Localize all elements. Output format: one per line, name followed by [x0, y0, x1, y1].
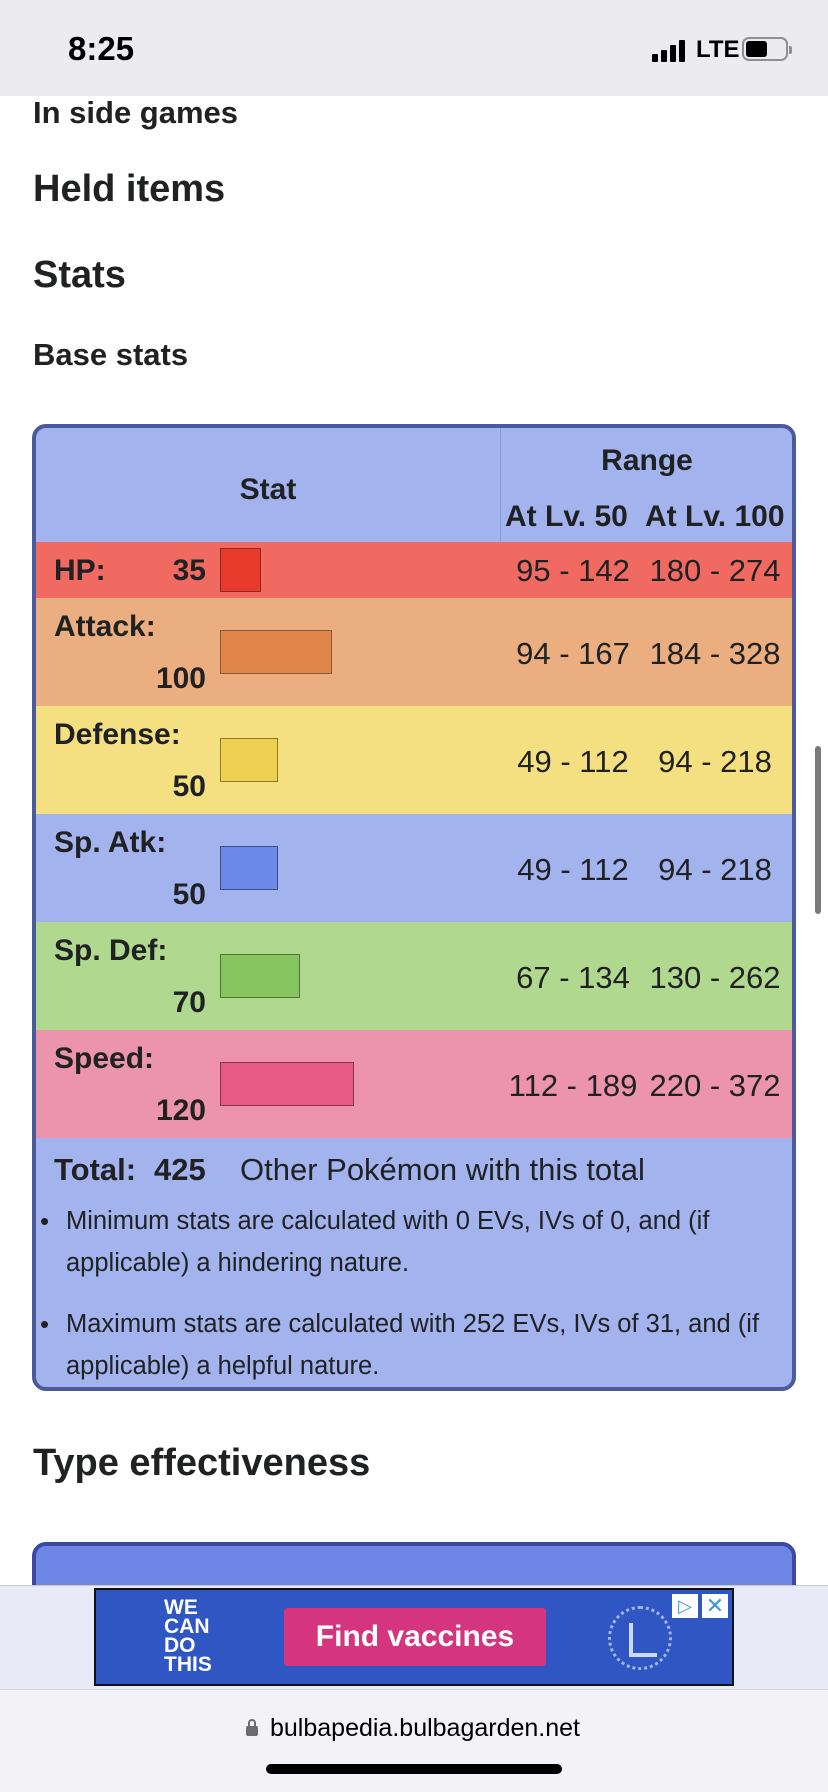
stat-name: Speed: — [54, 1042, 155, 1075]
stat-lv100-range: 180 - 274 — [649, 553, 781, 588]
stat-row-sp-def: Sp. Def: 70 67 - 134 130 - 262 — [36, 922, 792, 1030]
header-range-cell: Range At Lv. 50 At Lv. 100 — [500, 428, 792, 542]
stat-name: Attack: — [54, 610, 156, 643]
heading-type-effectiveness: Type effectiveness — [33, 1442, 371, 1484]
status-bar: 8:25 LTE — [0, 0, 828, 96]
total-label: Total: — [54, 1152, 137, 1187]
stat-lv50-range: 94 - 167 — [516, 636, 630, 671]
base-stats-table: Stat Range At Lv. 50 At Lv. 100 HP: 35 9… — [32, 424, 796, 1391]
stat-value: 120 — [155, 1094, 206, 1127]
stat-name: Sp. Def: — [54, 934, 168, 967]
stat-lv100-range: 130 - 262 — [649, 960, 781, 995]
hhs-emblem-icon — [608, 1606, 672, 1670]
stat-row-attack: Attack: 100 94 - 167 184 - 328 — [36, 598, 792, 706]
stat-row-hp: HP: 35 95 - 142 180 - 274 — [36, 542, 792, 598]
find-vaccines-button[interactable]: Find vaccines — [284, 1608, 546, 1666]
url-domain[interactable]: bulbapedia.bulbagarden.net — [270, 1714, 580, 1742]
stat-lv50-range: 67 - 134 — [516, 960, 630, 995]
stat-lv50-range: 49 - 112 — [517, 744, 629, 779]
header-lv100-label: At Lv. 100 — [645, 500, 785, 533]
heading-base-stats: Base stats — [33, 337, 189, 372]
stat-lv100-range: 184 - 328 — [649, 636, 781, 671]
ad-banner[interactable]: WE CAN DO THIS Find vaccines ▷ ✕ — [94, 1588, 734, 1686]
stat-lv50-range: 95 - 142 — [516, 553, 630, 588]
stat-name: Defense: — [54, 718, 181, 751]
stat-value: 50 — [172, 878, 206, 911]
header-lv50-label: At Lv. 50 — [505, 500, 628, 533]
stat-bar-sp-atk — [220, 846, 278, 890]
stat-lv100-range: 94 - 218 — [658, 852, 772, 887]
stat-row-sp-atk: Sp. Atk: 50 49 - 112 94 - 218 — [36, 814, 792, 922]
network-type: LTE — [696, 36, 740, 63]
scrollbar[interactable] — [815, 746, 821, 914]
total-value: 425 — [154, 1152, 206, 1187]
stat-row-speed: Speed: 120 112 - 189 220 - 372 — [36, 1030, 792, 1138]
ad-close-icon[interactable]: ✕ — [702, 1594, 728, 1618]
stat-lv50-range: 49 - 112 — [517, 852, 629, 887]
heading-stats: Stats — [33, 254, 126, 296]
battery-icon — [742, 37, 792, 61]
home-indicator[interactable] — [266, 1764, 562, 1774]
stat-value: 100 — [155, 662, 206, 695]
header-stat-cell: Stat — [36, 428, 500, 542]
stat-bar-sp-def — [220, 954, 300, 998]
heading-held-items: Held items — [33, 168, 226, 210]
stat-lv50-range: 112 - 189 — [508, 1068, 638, 1103]
stat-name: HP: — [54, 554, 106, 587]
cellular-signal-icon — [652, 38, 688, 62]
lock-icon — [246, 1719, 258, 1736]
stat-bar-attack — [220, 630, 332, 674]
status-time: 8:25 — [68, 30, 135, 67]
stat-bar-hp — [220, 548, 261, 592]
stat-value: 35 — [172, 554, 206, 587]
stat-value: 50 — [172, 770, 206, 803]
heading-in-side-games: In side games — [33, 95, 239, 130]
header-range-label: Range — [601, 444, 693, 477]
ad-logo: WE CAN DO THIS — [164, 1596, 212, 1676]
other-pokemon-link[interactable]: Other Pokémon with this total — [240, 1152, 645, 1187]
ad-choices-icon[interactable]: ▷ — [672, 1594, 698, 1618]
stat-lv100-range: 220 - 372 — [649, 1068, 781, 1103]
stat-bar-speed — [220, 1062, 354, 1106]
note-maximum-stats: Maximum stats are calculated with 252 EV… — [40, 1303, 786, 1387]
header-stat-label: Stat — [239, 473, 297, 506]
stat-row-defense: Defense: 50 49 - 112 94 - 218 — [36, 706, 792, 814]
url-bar[interactable]: bulbapedia.bulbagarden.net — [0, 1689, 828, 1792]
stat-name: Sp. Atk: — [54, 826, 167, 859]
note-minimum-stats: Minimum stats are calculated with 0 EVs,… — [40, 1200, 786, 1284]
stat-bar-defense — [220, 738, 278, 782]
stat-value: 70 — [172, 986, 206, 1019]
stat-lv100-range: 94 - 218 — [658, 744, 772, 779]
